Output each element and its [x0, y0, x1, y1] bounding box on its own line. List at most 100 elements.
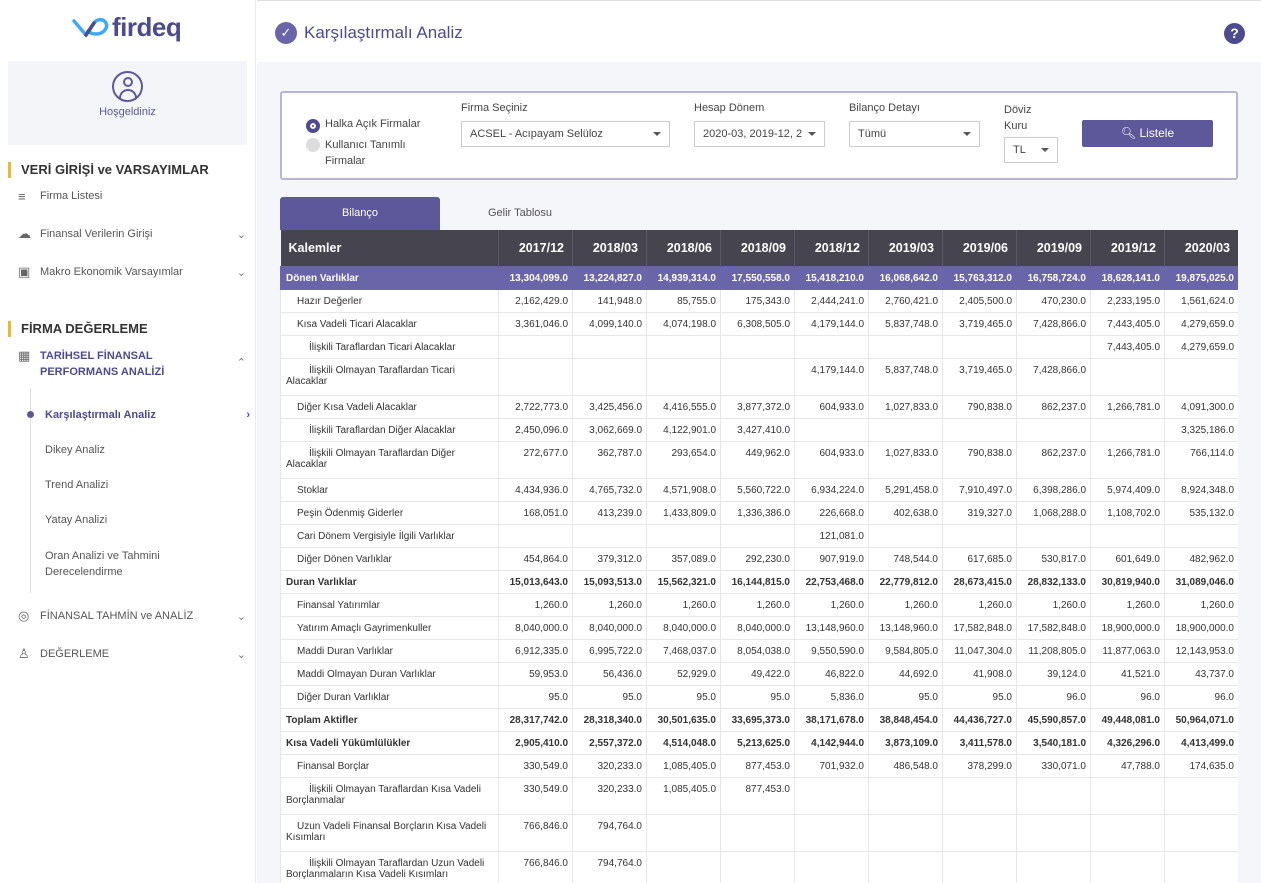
detay-label: Bilanço Detayı — [849, 102, 920, 114]
radio-halka-acik-label: Halka Açık Firmalar — [325, 118, 421, 130]
user-avatar-icon[interactable] — [112, 71, 143, 102]
column-header-period: 2019/03 — [868, 230, 943, 266]
table-cell: 4,142,944.0 — [794, 730, 869, 755]
menu-makro[interactable]: ▣ Makro Ekonomik Varsayımlar ⌄ — [18, 262, 250, 282]
submenu-oran[interactable]: Oran Analizi ve Tahmini Derecelendirme — [45, 550, 160, 578]
page-title: Karşılaştırmalı Analiz — [304, 23, 463, 42]
table-cell: 1,085,405.0 — [646, 753, 721, 778]
table-cell: 1,433,809.0 — [646, 500, 721, 525]
table-cell: 4,179,144.0 — [794, 311, 869, 336]
table-cell: 28,318,340.0 — [572, 707, 647, 732]
row-label: Diğer Kısa Vadeli Alacaklar — [280, 394, 499, 419]
donem-select[interactable]: 2020-03, 2019-12, 2 — [694, 121, 825, 147]
table-cell: 1,260.0 — [794, 592, 869, 617]
table-cell: 877,453.0 — [720, 753, 795, 778]
table-cell: 486,548.0 — [868, 753, 943, 778]
table-cell: 15,763,312.0 — [942, 265, 1017, 290]
table-row: Yatırım Amaçlı Gayrimenkuller 8,040,000.0… — [280, 615, 1238, 640]
table-cell — [942, 523, 1017, 548]
row-label: Finansal Yatırımlar — [280, 592, 499, 617]
table-cell: 4,279,659.0 — [1164, 311, 1238, 336]
table-row: İlişkili Olmayan Taraflardan Ticari Alac… — [280, 357, 1238, 396]
help-icon[interactable]: ? — [1224, 23, 1245, 44]
row-label: Toplam Aktifler — [280, 707, 499, 732]
column-header-kalemler: Kalemler — [280, 230, 499, 266]
table-cell: 1,260.0 — [1016, 592, 1091, 617]
table-cell: 9,550,590.0 — [794, 638, 869, 663]
menu-finansal-tahmin[interactable]: ◎ FİNANSAL TAHMİN ve ANALİZ ⌄ — [18, 606, 250, 626]
tab-bilanco[interactable]: Bilanço — [280, 197, 440, 230]
chevron-down-icon: ⌄ — [236, 228, 246, 241]
table-row: Uzun Vadeli Finansal Borçların Kısa Vade… — [280, 813, 1238, 852]
table-row: Cari Dönem Vergisiyle İlgili Varlıklar 12… — [280, 523, 1238, 548]
table-cell — [646, 523, 721, 548]
table-cell: 1,260.0 — [498, 592, 573, 617]
table-cell: 6,308,505.0 — [720, 311, 795, 336]
table-cell: 378,299.0 — [942, 753, 1017, 778]
submenu-dikey[interactable]: Dikey Analiz — [45, 444, 105, 456]
menu-firma-listesi[interactable]: ≡ Firma Listesi — [18, 186, 250, 206]
row-label: İlişkili Taraflardan Ticari Alacaklar — [280, 334, 499, 359]
table-cell: 4,326,296.0 — [1090, 730, 1165, 755]
table-cell: 604,933.0 — [794, 440, 869, 479]
table-cell: 617,685.0 — [942, 546, 1017, 571]
column-header-period: 2017/12 — [498, 230, 573, 266]
table-cell: 357,089.0 — [646, 546, 721, 571]
table-cell: 1,260.0 — [942, 592, 1017, 617]
table-cell: 3,361,046.0 — [498, 311, 573, 336]
table-cell: 95.0 — [868, 684, 943, 709]
table-cell: 470,230.0 — [1016, 288, 1091, 313]
table-cell — [572, 357, 647, 396]
submenu-karsilastirmali[interactable]: Karşılaştırmalı Analiz › — [45, 407, 250, 423]
welcome-text: Hoşgeldiniz — [99, 106, 156, 118]
radio-kullanici[interactable]: Kullanıcı Tanımlı Firmalar — [306, 137, 426, 169]
listele-button[interactable]: 🔍︎ Listele — [1082, 120, 1213, 147]
table-cell: 2,557,372.0 — [572, 730, 647, 755]
radio-selected-icon — [306, 119, 320, 133]
table-cell: 862,237.0 — [1016, 394, 1091, 419]
table-cell: 766,846.0 — [498, 850, 573, 883]
table-row: Maddi Olmayan Duran Varlıklar 59,953.0 56,… — [280, 661, 1238, 686]
menu-finansal-veri-label: Finansal Verilerin Girişi — [40, 228, 153, 240]
menu-makro-label: Makro Ekonomik Varsayımlar — [40, 266, 183, 278]
table-cell: 3,062,669.0 — [572, 417, 647, 442]
submenu-trend[interactable]: Trend Analizi — [45, 479, 109, 491]
radio-halka-acik[interactable]: Halka Açık Firmalar — [306, 118, 420, 133]
table-cell: 44,436,727.0 — [942, 707, 1017, 732]
table-cell: 4,279,659.0 — [1164, 334, 1238, 359]
table-cell: 28,673,415.0 — [942, 569, 1017, 594]
table-cell: 320,233.0 — [572, 753, 647, 778]
table-cell: 330,549.0 — [498, 776, 573, 815]
menu-degerleme[interactable]: ♙ DEĞERLEME ⌄ — [18, 644, 250, 664]
doviz-select[interactable]: TL — [1004, 137, 1058, 163]
table-cell: 530,817.0 — [1016, 546, 1091, 571]
table-row: Duran Varlıklar 15,013,643.0 15,093,513.0 1… — [280, 569, 1238, 594]
table-cell — [942, 776, 1017, 815]
table-cell: 3,540,181.0 — [1016, 730, 1091, 755]
table-cell: 379,312.0 — [572, 546, 647, 571]
menu-finansal-veri[interactable]: ☁ Finansal Verilerin Girişi ⌄ — [18, 224, 250, 244]
table-cell: 601,649.0 — [1090, 546, 1165, 571]
detay-select[interactable]: Tümü — [849, 121, 980, 147]
table-cell: 33,695,373.0 — [720, 707, 795, 732]
table-cell — [1090, 523, 1165, 548]
firma-select[interactable]: ACSEL - Acıpayam Selüloz — [461, 121, 670, 147]
table-cell: 2,162,429.0 — [498, 288, 573, 313]
table-cell: 272,677.0 — [498, 440, 573, 479]
table-cell: 3,877,372.0 — [720, 394, 795, 419]
table-cell: 4,765,732.0 — [572, 477, 647, 502]
table-cell: 7,443,405.0 — [1090, 334, 1165, 359]
menu-tarihsel[interactable]: ▦ TARİHSEL FİNANSAL PERFORMANS ANALİZİ ⌃ — [18, 348, 250, 380]
table-cell — [794, 813, 869, 852]
submenu-yatay[interactable]: Yatay Analizi — [45, 514, 108, 526]
firdeq-logo[interactable]: firdeq — [72, 12, 182, 43]
table-cell: 402,638.0 — [868, 500, 943, 525]
table-cell — [1164, 776, 1238, 815]
table-cell: 293,654.0 — [646, 440, 721, 479]
table-cell — [794, 850, 869, 883]
tab-gelir-tablosu[interactable]: Gelir Tablosu — [488, 207, 552, 219]
table-cell: 8,924,348.0 — [1164, 477, 1238, 502]
sidebar: firdeq Hoşgeldiniz VERİ GİRİŞİ ve VARSAY… — [0, 0, 256, 883]
table-row: Toplam Aktifler 28,317,742.0 28,318,340.0 3… — [280, 707, 1238, 732]
table-cell: 794,764.0 — [572, 850, 647, 883]
